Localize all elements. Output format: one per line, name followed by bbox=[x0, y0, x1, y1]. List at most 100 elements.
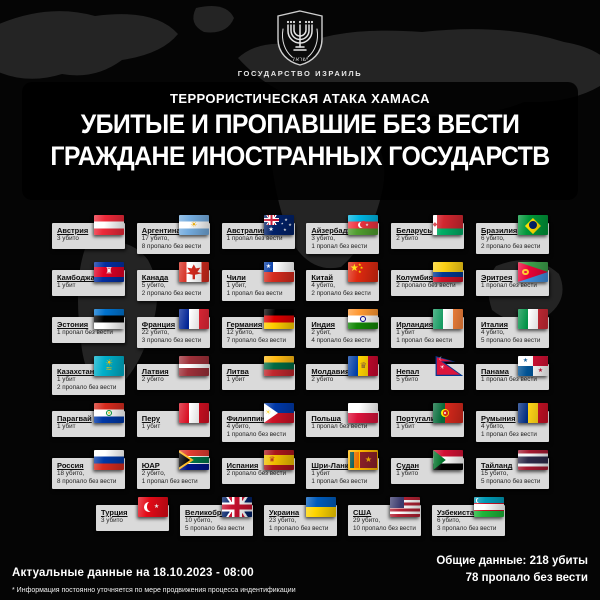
country-name: Шри-Ланка bbox=[311, 461, 353, 470]
country-casualties: 3 убито bbox=[101, 517, 123, 524]
flag-sheen bbox=[348, 309, 379, 329]
flag-sheen bbox=[94, 403, 124, 423]
country-casualties: 3 пропало без вести bbox=[141, 337, 202, 345]
country-name: Узбекистан bbox=[437, 508, 479, 517]
country-card: Колумбия 2 пропало без вести bbox=[391, 262, 465, 296]
country-casualties: 2 пропало без вести bbox=[226, 470, 287, 477]
flag-sheen bbox=[433, 262, 464, 282]
flag-icon bbox=[517, 403, 548, 423]
country-card: Польша 1 пропал без вести bbox=[306, 403, 380, 437]
flag-sheen bbox=[263, 215, 294, 235]
country-casualties: 1 пропал без вести bbox=[311, 423, 368, 430]
country-name: Германия bbox=[226, 320, 263, 329]
country-name: Эритрея bbox=[480, 273, 513, 282]
page-title: УБИТЫЕ И ПРОПАВШИЕ БЕЗ ВЕСТИ ГРАЖДАНЕ ИН… bbox=[24, 109, 576, 173]
flag-icon: ★ bbox=[94, 403, 124, 423]
flag-sheen bbox=[222, 497, 252, 517]
country-casualties: 23 убито, bbox=[269, 517, 297, 524]
country-casualties: 1 убит bbox=[226, 376, 246, 383]
countries-row: Австрия 3 убито Аргентина 17 убито, 8 пропал… bbox=[52, 215, 549, 270]
country-name: Австрия bbox=[57, 226, 89, 235]
country-card: Литва 1 убит bbox=[221, 356, 295, 390]
country-name: Польша bbox=[311, 414, 341, 423]
flag-icon bbox=[178, 403, 209, 423]
flag-icon bbox=[178, 262, 209, 282]
flag-sheen bbox=[517, 403, 548, 423]
flag-icon: ☀≈ bbox=[94, 356, 124, 376]
flag-icon bbox=[517, 262, 548, 282]
subtitle: ТЕРРОРИСТИЧЕСКАЯ АТАКА ХАМАСА bbox=[170, 91, 430, 106]
flag-icon: ★ bbox=[348, 215, 379, 235]
country-casualties: 1 пропал без вести bbox=[311, 243, 368, 251]
country-casualties: 2 пропало без вести bbox=[396, 282, 456, 289]
flag-icon: ◆ bbox=[433, 215, 464, 235]
country-casualties: 1 пропал без вести bbox=[311, 478, 368, 486]
flag-sheen bbox=[178, 309, 209, 329]
country-card: Ирландия 1 убит 1 пропал без вести bbox=[391, 309, 465, 349]
country-casualties: 2 убито bbox=[141, 376, 164, 383]
flag-icon: ★ bbox=[263, 262, 294, 282]
country-casualties: 5 пропало без вести bbox=[480, 478, 541, 486]
country-casualties: 10 убито, bbox=[185, 517, 213, 524]
country-name: Айзербаджан bbox=[311, 226, 362, 235]
country-casualties: 3 убито, bbox=[311, 235, 336, 242]
updated-date-label: Актуальные данные на 18.10.2023 - 08:00 bbox=[12, 567, 254, 579]
country-casualties: 2 убито bbox=[311, 376, 334, 383]
country-card: Эстония 1 пропал без вести bbox=[52, 309, 125, 343]
country-casualties: 4 убито, bbox=[311, 282, 336, 289]
country-casualties: 1 пропало без вести bbox=[269, 525, 329, 533]
country-name: Турция bbox=[101, 508, 128, 517]
country-casualties: 1 убито bbox=[396, 470, 419, 477]
flag-sheen bbox=[263, 450, 294, 470]
country-name: Непал bbox=[396, 367, 420, 376]
flag-icon: ★★★★★ bbox=[263, 215, 294, 235]
country-casualties: 2 пропало без вести bbox=[141, 290, 202, 298]
countries-grid: Австрия 3 убито Аргентина 17 убито, 8 пропал… bbox=[52, 215, 549, 552]
flag-icon bbox=[433, 262, 464, 282]
country-casualties: 1 пропал без вести bbox=[396, 337, 453, 345]
flag-icon bbox=[178, 450, 209, 470]
flag-sheen bbox=[263, 309, 294, 329]
flag-icon: ☾ ☀ bbox=[433, 356, 464, 376]
country-casualties: 10 пропало без вести bbox=[353, 525, 416, 533]
country-name: Франция bbox=[141, 320, 176, 329]
country-casualties: 5 убито, bbox=[141, 282, 166, 289]
flag-icon bbox=[348, 309, 379, 329]
flag-sheen bbox=[348, 403, 379, 423]
country-card: Румыния 4 убито, 1 пропал без вести bbox=[475, 403, 549, 443]
flag-sheen bbox=[263, 262, 294, 282]
country-name: Чили bbox=[226, 273, 246, 282]
country-casualties: 8 пропало без вести bbox=[57, 478, 117, 486]
country-name: Россия bbox=[57, 461, 84, 470]
country-casualties: 17 убито, bbox=[141, 235, 169, 242]
country-name: США bbox=[353, 508, 372, 517]
flag-sheen bbox=[517, 215, 548, 235]
country-casualties: 4 пропало без вести bbox=[311, 337, 371, 345]
flag-sheen bbox=[178, 403, 209, 423]
country-name: Эстония bbox=[57, 320, 89, 329]
country-casualties: 12 убито, bbox=[226, 329, 254, 336]
country-casualties: 4 убито, bbox=[480, 423, 505, 430]
flag-icon bbox=[178, 309, 209, 329]
country-card: Италия 4 убито, 5 пропало без вести bbox=[475, 309, 549, 349]
country-casualties: 1 убит bbox=[311, 470, 330, 477]
country-card: Франция 22 убито, 3 пропало без вести bbox=[136, 309, 210, 349]
flag-icon: ★ bbox=[138, 497, 168, 517]
flag-sheen bbox=[348, 262, 379, 282]
flag-icon: ◆ bbox=[517, 215, 548, 235]
flag-sheen bbox=[178, 262, 209, 282]
country-casualties: 1 пропало без вести bbox=[226, 431, 287, 439]
country-casualties: 5 пропало без вести bbox=[480, 337, 541, 345]
country-casualties: 5 убито bbox=[396, 376, 419, 383]
flag-sheen bbox=[474, 497, 504, 517]
country-casualties: 1 убит, bbox=[226, 282, 247, 289]
country-name: Канада bbox=[141, 273, 169, 282]
country-name: Камбоджа bbox=[57, 273, 95, 282]
